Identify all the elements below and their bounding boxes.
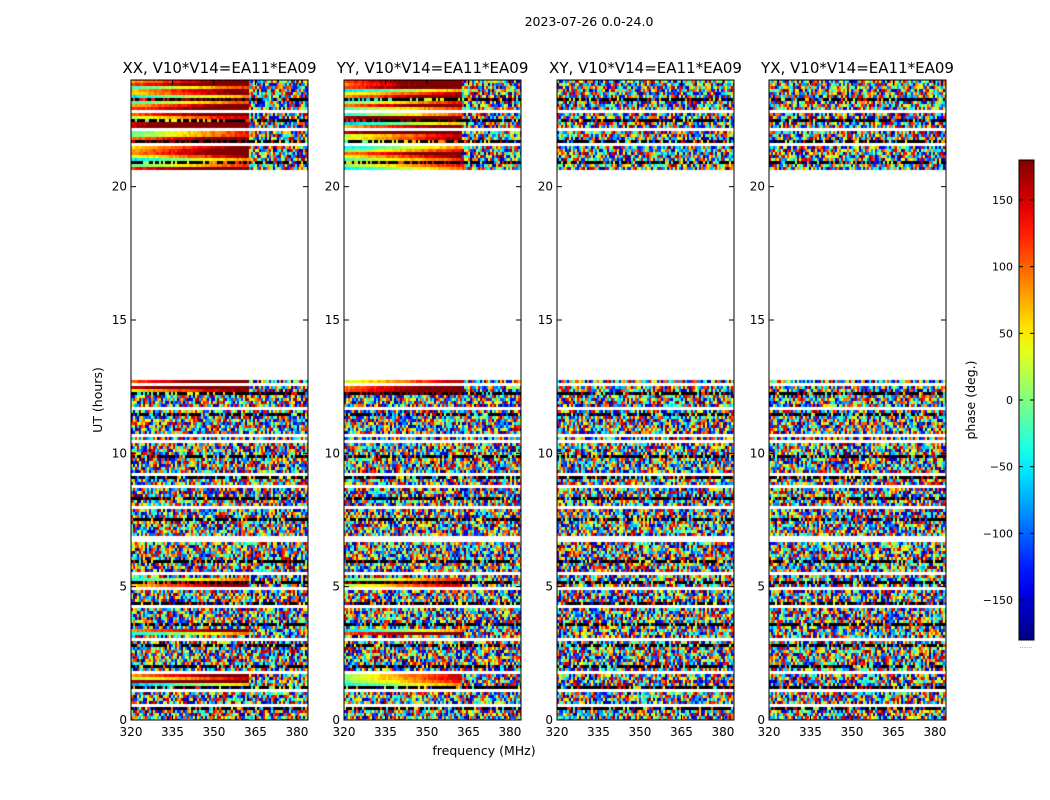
colorbar-footer: ...... bbox=[1019, 642, 1032, 650]
panel-title: XY, V10*V14=EA11*EA09 bbox=[549, 59, 742, 77]
figure-suptitle: 2023-07-26 0.0-24.0 bbox=[525, 14, 654, 29]
panel-2: XY, V10*V14=EA11*EA09 320 335 350 365 380 0 5 10… bbox=[538, 59, 742, 739]
y-tick-label: 20 bbox=[750, 180, 765, 194]
y-tick-label: 15 bbox=[538, 313, 553, 327]
heatmap-canvas bbox=[557, 80, 734, 720]
axes-frame bbox=[130, 79, 309, 721]
y-tick-label: 20 bbox=[538, 180, 553, 194]
x-tick-label: 320 bbox=[120, 725, 143, 739]
x-tick-label: 335 bbox=[161, 725, 184, 739]
y-tick-label: 5 bbox=[119, 580, 127, 594]
y-tick-label: 0 bbox=[757, 713, 765, 727]
colorbar-tick-label: 0 bbox=[1006, 394, 1013, 407]
x-axis-label: frequency (MHz) bbox=[432, 743, 535, 758]
y-tick-label: 5 bbox=[757, 580, 765, 594]
x-tick-label: 350 bbox=[416, 725, 439, 739]
x-tick-label: 335 bbox=[374, 725, 397, 739]
y-tick-label: 10 bbox=[538, 446, 553, 460]
y-tick-label: 10 bbox=[325, 446, 340, 460]
x-tick-label: 320 bbox=[333, 725, 356, 739]
y-tick-label: 10 bbox=[750, 446, 765, 460]
x-tick-label: 365 bbox=[244, 725, 267, 739]
colorbar-tick-label: −50 bbox=[990, 461, 1013, 474]
y-tick-label: 5 bbox=[332, 580, 340, 594]
x-tick-label: 320 bbox=[758, 725, 781, 739]
x-tick-label: 335 bbox=[587, 725, 610, 739]
x-tick-label: 320 bbox=[546, 725, 569, 739]
heatmap-image bbox=[769, 80, 946, 720]
colorbar-tick-label: −150 bbox=[983, 594, 1013, 607]
y-tick-label: 5 bbox=[545, 580, 553, 594]
panel-3: YX, V10*V14=EA11*EA09 320 335 350 365 380 0 5 10… bbox=[750, 59, 954, 739]
x-tick-label: 380 bbox=[285, 725, 308, 739]
heatmap-canvas bbox=[769, 80, 946, 720]
panel-title: XX, V10*V14=EA11*EA09 bbox=[122, 59, 316, 77]
heatmap-canvas bbox=[344, 80, 521, 720]
y-tick-label: 20 bbox=[325, 180, 340, 194]
panel-0: XX, V10*V14=EA11*EA09 320 335 350 365 380 0 5 10… bbox=[112, 59, 317, 739]
y-axis-label: UT (hours) bbox=[90, 367, 105, 433]
x-tick-label: 380 bbox=[711, 725, 734, 739]
axes-frame bbox=[343, 79, 522, 721]
colorbar-tick-label: −100 bbox=[983, 527, 1013, 540]
panel-title: YY, V10*V14=EA11*EA09 bbox=[336, 59, 529, 77]
y-tick-label: 0 bbox=[119, 713, 127, 727]
y-tick-label: 20 bbox=[112, 180, 127, 194]
x-tick-label: 350 bbox=[203, 725, 226, 739]
colorbar-tick-label: 100 bbox=[992, 261, 1013, 274]
y-tick-label: 15 bbox=[325, 313, 340, 327]
x-tick-label: 380 bbox=[498, 725, 521, 739]
x-tick-label: 335 bbox=[799, 725, 822, 739]
colorbar-tick-label: 150 bbox=[992, 194, 1013, 207]
heatmap-image bbox=[131, 80, 308, 720]
panel-1: YY, V10*V14=EA11*EA09 320 335 350 365 380 0 5 10… bbox=[325, 59, 529, 739]
x-tick-label: 365 bbox=[457, 725, 480, 739]
axes-frame bbox=[768, 79, 947, 721]
x-tick-label: 365 bbox=[882, 725, 905, 739]
x-tick-label: 380 bbox=[923, 725, 946, 739]
y-tick-label: 15 bbox=[112, 313, 127, 327]
colorbar-tick-label: 50 bbox=[999, 327, 1013, 340]
panels-group: XX, V10*V14=EA11*EA09 320 335 350 365 380 0 5 10… bbox=[112, 59, 954, 739]
heatmap-image bbox=[344, 80, 521, 720]
y-tick-label: 0 bbox=[332, 713, 340, 727]
x-tick-label: 365 bbox=[670, 725, 693, 739]
panel-title: YX, V10*V14=EA11*EA09 bbox=[760, 59, 954, 77]
axes-frame bbox=[556, 79, 735, 721]
colorbar-label: phase (deg.) bbox=[963, 361, 978, 440]
heatmap-canvas bbox=[131, 80, 308, 720]
x-tick-label: 350 bbox=[841, 725, 864, 739]
heatmap-image bbox=[557, 80, 734, 720]
colorbar: 150 100 50 0 −50 −100 −150 bbox=[983, 159, 1035, 641]
y-tick-label: 0 bbox=[545, 713, 553, 727]
y-tick-label: 10 bbox=[112, 446, 127, 460]
x-tick-label: 350 bbox=[629, 725, 652, 739]
y-tick-label: 15 bbox=[750, 313, 765, 327]
